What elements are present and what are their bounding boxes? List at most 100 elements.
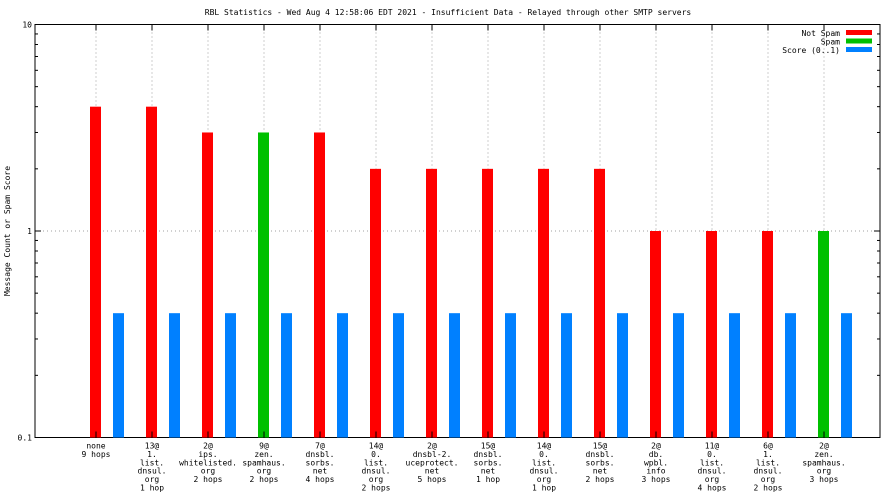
x-tick-label-line: dnsbl-2. xyxy=(413,450,452,459)
x-tick-label-line: dnsbl. xyxy=(306,450,335,459)
x-tick-label-line: 2 hops xyxy=(194,475,223,484)
x-tick-label: 9@ zen. spamhaus. org 2 hops xyxy=(242,442,285,485)
bar-score-0-1 xyxy=(561,313,572,438)
bars xyxy=(90,106,852,438)
legend-swatch xyxy=(846,38,872,44)
x-tick-label-line: dnsul. xyxy=(362,467,391,476)
x-tick-label-line: 15@ xyxy=(481,442,496,451)
bar-score-0-1 xyxy=(337,313,348,438)
bar-score-0-1 xyxy=(393,313,404,438)
x-tick-label-line: 1. xyxy=(763,450,773,459)
legend-label: Score (0..1) xyxy=(782,46,840,55)
x-tick-label-line: db. xyxy=(649,450,663,459)
bar-not-spam xyxy=(202,132,213,438)
x-tick-label-line: none xyxy=(86,442,105,451)
x-tick-label-line: org xyxy=(761,475,776,484)
x-tick-label-line: 0. xyxy=(707,450,717,459)
bar-score-0-1 xyxy=(673,313,684,438)
x-tick-label-line: 2 hops xyxy=(250,475,279,484)
x-tick-label-line: 9 hops xyxy=(82,450,111,459)
y-axis-label: Message Count or Spam Score xyxy=(3,166,12,296)
x-tick-label-line: list. xyxy=(364,458,388,467)
bar-not-spam xyxy=(370,168,381,438)
x-tick-label-line: 2@ xyxy=(203,442,213,451)
bar-not-spam xyxy=(706,231,717,438)
x-tick-label-line: org xyxy=(369,475,384,484)
legend-label: Not Spam xyxy=(801,29,840,38)
bar-not-spam xyxy=(650,231,661,438)
legend-swatch xyxy=(846,47,872,52)
x-tick-label-line: list. xyxy=(532,458,556,467)
x-tick-label: 6@ 1. list. dnsul. org 2 hops xyxy=(754,442,783,493)
y-tick-label: 10 xyxy=(22,21,32,30)
x-tick-label-line: list. xyxy=(140,458,164,467)
x-tick-label-line: ips. xyxy=(198,450,217,459)
x-tick-label-line: 11@ xyxy=(705,442,720,451)
x-tick-label: 15@ dnsbl. sorbs. net 1 hop xyxy=(474,442,503,485)
bar-not-spam xyxy=(426,168,437,438)
x-tick-label-line: spamhaus. xyxy=(242,458,285,467)
x-tick-label-line: 1 hop xyxy=(476,475,500,484)
x-tick-label-line: 0. xyxy=(371,450,381,459)
x-tick-label-line: net xyxy=(313,467,328,476)
x-tick-label-line: 9@ xyxy=(259,442,269,451)
x-tick-label-line: 14@ xyxy=(537,442,552,451)
x-tick-label-line: 14@ xyxy=(369,442,384,451)
x-tick-label-line: 2@ xyxy=(427,442,437,451)
x-tick-label-line: uceprotect. xyxy=(406,458,459,467)
bar-not-spam xyxy=(762,231,773,438)
x-tick-label-line: 7@ xyxy=(315,442,325,451)
bar-not-spam xyxy=(314,132,325,438)
bar-not-spam xyxy=(90,106,101,438)
x-tick-label-line: dnsul. xyxy=(530,467,559,476)
bar-score-0-1 xyxy=(841,313,852,438)
x-tick-label-line: 15@ xyxy=(593,442,608,451)
x-tick-label-line: org xyxy=(705,475,720,484)
x-tick-label-line: 6@ xyxy=(763,442,773,451)
x-tick-label-line: 2@ xyxy=(819,442,829,451)
bar-spam xyxy=(258,132,269,438)
y-tick-label: 1 xyxy=(27,227,32,236)
x-tick-label-line: sorbs. xyxy=(474,458,503,467)
x-tick-label-line: dnsul. xyxy=(138,467,167,476)
legend-swatch xyxy=(846,30,872,35)
x-tick-label-line: list. xyxy=(700,458,724,467)
x-tick-label-line: 2 hops xyxy=(362,484,391,493)
x-tick-label-line: 2@ xyxy=(651,442,661,451)
x-tick-label-line: spamhaus. xyxy=(802,458,845,467)
bar-score-0-1 xyxy=(729,313,740,438)
x-tick-label-line: org xyxy=(817,467,832,476)
x-tick-label-line: org xyxy=(257,467,272,476)
x-tick-label-line: 2 hops xyxy=(586,475,615,484)
x-tick-label-line: 0. xyxy=(539,450,549,459)
x-tick-label-line: dnsul. xyxy=(698,467,727,476)
bar-not-spam xyxy=(146,106,157,438)
x-tick-label: 2@ zen. spamhaus. org 3 hops xyxy=(802,442,845,485)
x-tick-label-line: 1 hop xyxy=(532,484,556,493)
y-axis: 0.1 1 10 xyxy=(18,21,880,443)
x-tick-label-line: org xyxy=(145,475,160,484)
x-tick-label: 11@ 0. list. dnsul. org 4 hops xyxy=(698,442,727,493)
x-tick-label-line: org xyxy=(201,467,216,476)
x-tick-label-line: dnsul. xyxy=(754,467,783,476)
x-tick-label-line: 3 hops xyxy=(642,475,671,484)
x-tick-label-line: sorbs. xyxy=(586,458,615,467)
x-tick-label-line: list. xyxy=(756,458,780,467)
x-tick-label-line: dnsbl. xyxy=(474,450,503,459)
x-tick-label-line: info xyxy=(646,467,665,476)
x-tick-label: 2@ db. wpbl. info 3 hops xyxy=(642,442,671,485)
bar-score-0-1 xyxy=(169,313,180,438)
x-tick-label: 14@ 0. list. dnsul. org 1 hop xyxy=(530,442,559,493)
bar-score-0-1 xyxy=(505,313,516,438)
x-tick-label-line: zen. xyxy=(254,450,273,459)
x-tick-label-line: 4 hops xyxy=(698,484,727,493)
x-tick-label-line: 3 hops xyxy=(810,475,839,484)
x-tick-label-line: net xyxy=(481,467,496,476)
x-tick-label-line: zen. xyxy=(814,450,833,459)
x-tick-label-line: 1. xyxy=(147,450,157,459)
bar-score-0-1 xyxy=(617,313,628,438)
x-tick-label: 2@ dnsbl-2. uceprotect. net 5 hops xyxy=(406,442,459,485)
